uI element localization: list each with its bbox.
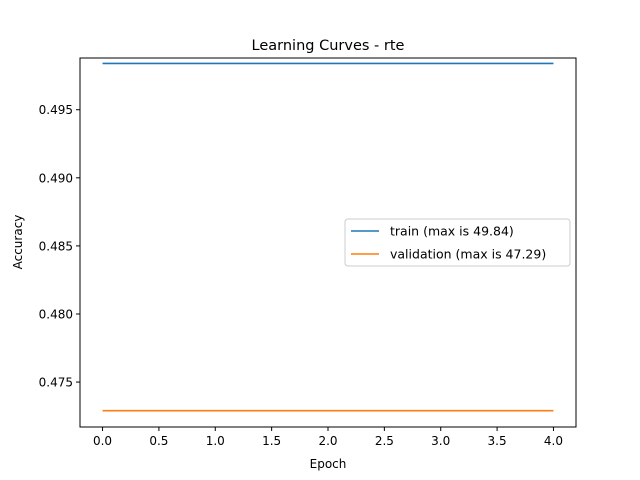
x-tick-label: 2.5 bbox=[375, 434, 394, 448]
x-tick-label: 1.0 bbox=[206, 434, 225, 448]
series-layer bbox=[102, 62, 554, 412]
x-tick-label: 3.5 bbox=[488, 434, 507, 448]
y-tick-label: 0.480 bbox=[39, 307, 73, 321]
x-tick-label: 0.5 bbox=[149, 434, 168, 448]
legend-label-1: validation (max is 47.29) bbox=[390, 247, 546, 262]
legend-label-0: train (max is 49.84) bbox=[390, 224, 514, 239]
x-tick-label: 2.0 bbox=[318, 434, 337, 448]
x-tick-label: 4.0 bbox=[544, 434, 563, 448]
y-axis-label: Accuracy bbox=[11, 215, 25, 270]
x-axis-ticks: 0.0 0.5 1.0 1.5 2.0 2.5 3.0 3.5 4.0 bbox=[93, 427, 563, 448]
x-axis-label: Epoch bbox=[310, 457, 347, 471]
legend-items: train (max is 49.84) validation (max is 4… bbox=[351, 224, 546, 262]
x-tick-label: 0.0 bbox=[93, 434, 112, 448]
y-tick-label: 0.490 bbox=[39, 171, 73, 185]
legend: train (max is 49.84) validation (max is 4… bbox=[344, 218, 571, 267]
y-axis-ticks: 0.475 0.480 0.485 0.490 0.495 bbox=[39, 103, 80, 390]
x-tick-label: 3.0 bbox=[431, 434, 450, 448]
y-tick-label: 0.485 bbox=[39, 239, 73, 253]
chart-title: Learning Curves - rte bbox=[252, 38, 405, 54]
x-tick-label: 1.5 bbox=[262, 434, 281, 448]
y-tick-label: 0.495 bbox=[39, 103, 73, 117]
y-tick-label: 0.475 bbox=[39, 376, 73, 390]
legend-box bbox=[344, 218, 571, 267]
